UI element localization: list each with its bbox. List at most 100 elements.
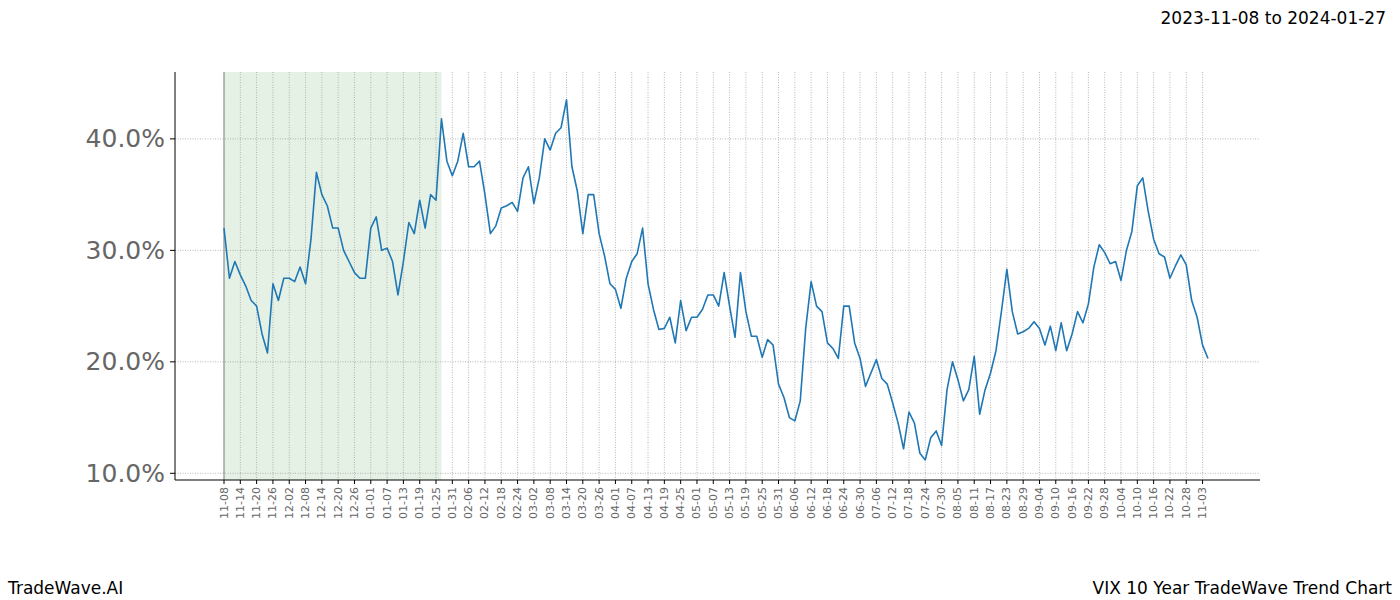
x-tick (925, 480, 926, 484)
x-tick-label: 02-18 (495, 487, 508, 519)
x-grid-line (419, 72, 420, 480)
x-tick-label: 03-02 (527, 487, 540, 519)
x-grid-line (452, 72, 453, 480)
x-tick (696, 480, 697, 484)
x-tick (876, 480, 877, 484)
grid (175, 72, 1260, 480)
x-tick (1153, 480, 1154, 484)
y-tick (170, 250, 175, 251)
x-tick (664, 480, 665, 484)
x-grid-line (550, 72, 551, 480)
x-tick-label: 06-24 (837, 487, 850, 519)
subtitle: 2023-11-08 to 2024-01-27 (1161, 8, 1386, 28)
x-tick-label: 09-22 (1082, 487, 1095, 519)
x-grid-line (436, 72, 437, 480)
x-tick (631, 480, 632, 484)
x-tick (908, 480, 909, 484)
x-grid-line (778, 72, 779, 480)
x-grid-line (1072, 72, 1073, 480)
x-tick-label: 02-06 (462, 487, 475, 519)
x-grid-line (762, 72, 763, 480)
x-grid-line (1202, 72, 1203, 480)
x-tick (501, 480, 502, 484)
x-grid-line (403, 72, 404, 480)
x-tick (892, 480, 893, 484)
y-tick (170, 138, 175, 139)
x-grid-line (745, 72, 746, 480)
x-grid-line (289, 72, 290, 480)
x-grid-line (468, 72, 469, 480)
x-tick (680, 480, 681, 484)
x-tick (1169, 480, 1170, 484)
x-grid-line (827, 72, 828, 480)
x-tick (811, 480, 812, 484)
highlight-group (224, 72, 441, 480)
x-tick (1006, 480, 1007, 484)
x-tick (745, 480, 746, 484)
x-grid-line (517, 72, 518, 480)
x-tick-label: 07-06 (870, 487, 883, 519)
y-grid-line (175, 473, 1260, 474)
x-tick-label: 12-26 (348, 487, 361, 519)
y-axis (175, 72, 176, 480)
x-tick (1121, 480, 1122, 484)
x-tick-label: 12-14 (315, 487, 328, 519)
x-tick-label: 05-01 (690, 487, 703, 519)
x-tick-label: 10-22 (1163, 487, 1176, 519)
x-grid-line (892, 72, 893, 480)
x-tick-label: 11-20 (250, 487, 263, 519)
y-tick-label: 10.0% (86, 459, 165, 488)
brand: TradeWave.AI (7, 578, 123, 598)
x-tick (778, 480, 779, 484)
highlight-band (224, 72, 441, 480)
x-tick-label: 08-29 (1017, 487, 1030, 519)
x-grid-line (713, 72, 714, 480)
x-tick (843, 480, 844, 484)
x-tick-label: 05-19 (739, 487, 752, 519)
x-grid-line (1104, 72, 1105, 480)
x-tick-label: 04-07 (625, 487, 638, 519)
x-tick (1055, 480, 1056, 484)
x-grid-line (843, 72, 844, 480)
y-tick-label: 30.0% (86, 236, 165, 265)
x-tick-label: 06-06 (788, 487, 801, 519)
x-tick (517, 480, 518, 484)
x-grid-line (974, 72, 975, 480)
x-grid-line (484, 72, 485, 480)
x-tick-label: 08-11 (968, 487, 981, 519)
x-tick-label: 04-25 (674, 487, 687, 519)
x-tick-label: 01-25 (430, 487, 443, 519)
x-tick-label: 06-30 (854, 487, 867, 519)
trend-line (224, 100, 1208, 460)
x-grid-line (811, 72, 812, 480)
x-axis (175, 480, 1260, 481)
x-grid-line (990, 72, 991, 480)
x-tick-label: 01-07 (381, 487, 394, 519)
x-tick (599, 480, 600, 484)
x-tick-label: 08-23 (1000, 487, 1013, 519)
x-tick-label: 05-07 (707, 487, 720, 519)
x-tick (1088, 480, 1089, 484)
x-tick (582, 480, 583, 484)
x-tick-label: 08-05 (951, 487, 964, 519)
x-tick-label: 09-16 (1066, 487, 1079, 519)
y-grid-line (175, 138, 1260, 139)
x-tick-label: 10-04 (1115, 487, 1128, 519)
x-grid-line (582, 72, 583, 480)
x-grid-line (338, 72, 339, 480)
x-tick-label: 02-12 (478, 487, 491, 519)
x-grid-line (1137, 72, 1138, 480)
x-tick-label: 07-30 (935, 487, 948, 519)
x-grid-line (957, 72, 958, 480)
x-tick (289, 480, 290, 484)
x-tick (468, 480, 469, 484)
x-tick (305, 480, 306, 484)
x-tick (860, 480, 861, 484)
x-tick (1186, 480, 1187, 484)
x-tick (566, 480, 567, 484)
x-tick (729, 480, 730, 484)
x-tick-label: 11-08 (218, 487, 231, 519)
x-tick-label: 01-19 (413, 487, 426, 519)
x-tick-label: 11-03 (1196, 487, 1209, 519)
x-grid-line (941, 72, 942, 480)
